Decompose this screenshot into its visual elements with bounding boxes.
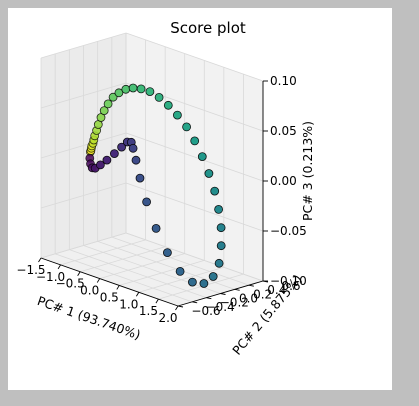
score-plot-chart: −1.5−1.0−0.50.0 0.5 1.0 1.5 2.0 −0.6−0.4−0.20… [16,19,315,358]
data-point [216,223,226,233]
y-tick-label: 0.2 [253,287,272,301]
x-tick [155,298,159,304]
data-point [187,277,197,287]
data-point [114,88,124,98]
grid-line [125,32,264,82]
z-tick-label: −0.10 [270,274,307,288]
x-tick-label: 2.0 [158,311,177,325]
data-point [142,197,152,207]
data-point [110,149,119,159]
data-point [103,99,113,109]
grid-line [83,245,221,294]
data-point [162,248,172,258]
x-tick [175,305,179,311]
data-point [199,279,209,288]
data-point [172,110,182,120]
grid-line [55,253,193,303]
data-point [108,92,118,102]
z-tick-label: 0.10 [270,74,297,88]
y-tick [220,293,226,295]
data-point [136,84,146,94]
x-tick [116,285,120,290]
data-points [85,83,226,288]
grid-line [40,232,127,259]
grid-line [69,249,207,299]
data-point [182,122,192,132]
z-tick-label: −0.05 [270,224,307,238]
y-tick-label: 0.6 [281,279,300,293]
x-tick [38,257,42,263]
grid-line [40,182,127,209]
y-tick [248,284,254,287]
z-axis-label: PC# 3 (0.213%) [300,121,315,221]
y-tick [206,297,212,300]
data-point [131,155,141,165]
axis-ticks: −1.5−1.0−0.50.0 0.5 1.0 1.5 2.0 −0.6−0.4−0.20… [16,74,306,325]
figure: −1.5 −1.0 −0.5 0.0 0.5 1.0 1.5 2.0 −0.6 −0.4 −0.2 0… [8,8,392,390]
data-point [121,84,131,94]
data-point [163,100,173,110]
data-point [204,169,214,178]
grid-line [125,232,264,282]
data-point [96,160,105,170]
y-tick-label: 0.0 [239,292,258,306]
grid-line [40,32,127,59]
y-tick-label: 0.4 [267,283,286,297]
x-tick-label: −1.5 [16,263,45,277]
y-tick-label: −0.2 [220,296,249,310]
grid-line [125,132,264,182]
data-point [117,142,126,152]
z-tick-label: 0.05 [270,124,297,138]
data-point [128,83,138,93]
data-point [154,93,164,102]
x-axis-line [40,257,179,307]
y-tick [177,305,184,308]
y-tick [234,288,240,291]
data-point [208,272,218,281]
grid-line [40,82,127,109]
y-tick [192,301,198,304]
x-tick [77,271,81,276]
data-point [197,152,207,162]
x-tick-label: 0.5 [100,290,119,304]
data-point [102,155,112,165]
grid-line [97,240,235,290]
grid-line [40,132,127,159]
grid-line [125,182,264,232]
data-point [175,266,185,276]
data-point [190,136,200,146]
x-tick-label: 0.0 [80,284,99,298]
data-point [216,241,226,251]
y-tick-label: −0.4 [206,300,235,314]
x-tick-label: −0.5 [56,277,85,291]
data-point [210,186,220,196]
x-tick [135,292,140,297]
x-tick [57,264,61,270]
data-point [99,106,109,115]
data-point [128,143,138,153]
y-tick-label: −0.6 [191,304,220,318]
x-tick-label: −1.0 [36,270,65,284]
z-tick-label: 0.00 [270,174,297,188]
data-point [214,204,224,214]
data-point [135,173,145,183]
grid-line [111,236,249,286]
data-point [214,258,224,268]
data-point [145,87,155,96]
x-tick-label: 1.5 [139,304,158,318]
x-tick [96,278,101,283]
x-tick-label: 1.0 [119,297,138,311]
data-point [151,223,161,233]
chart-title: Score plot [170,19,246,37]
